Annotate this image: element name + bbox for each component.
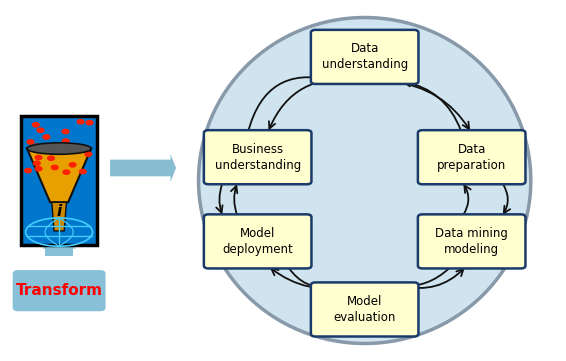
Text: Data
preparation: Data preparation [437, 143, 507, 172]
FancyBboxPatch shape [311, 30, 418, 84]
Circle shape [78, 119, 84, 124]
FancyBboxPatch shape [418, 130, 525, 184]
Circle shape [52, 165, 58, 170]
Polygon shape [42, 232, 76, 249]
Circle shape [71, 147, 78, 152]
Text: Data
understanding: Data understanding [321, 42, 408, 71]
Circle shape [33, 144, 40, 148]
Circle shape [62, 139, 69, 143]
Text: Business
understanding: Business understanding [215, 143, 301, 172]
Polygon shape [45, 245, 73, 256]
Circle shape [35, 155, 42, 160]
Circle shape [63, 170, 70, 174]
Circle shape [69, 163, 76, 167]
FancyBboxPatch shape [311, 282, 418, 336]
Circle shape [62, 129, 69, 134]
Text: Model
evaluation: Model evaluation [333, 295, 396, 324]
Ellipse shape [199, 18, 531, 343]
Circle shape [25, 168, 32, 173]
FancyBboxPatch shape [12, 270, 106, 311]
Ellipse shape [27, 143, 91, 154]
Text: Model
deployment: Model deployment [222, 227, 293, 256]
Text: Transform: Transform [16, 283, 102, 298]
Text: i: i [57, 204, 62, 219]
Polygon shape [52, 202, 66, 231]
Circle shape [43, 135, 50, 139]
FancyBboxPatch shape [204, 130, 311, 184]
Circle shape [33, 161, 40, 165]
Circle shape [79, 169, 86, 174]
Circle shape [86, 121, 93, 125]
Circle shape [57, 148, 64, 152]
Circle shape [27, 140, 34, 144]
Circle shape [37, 128, 44, 132]
Circle shape [35, 167, 42, 171]
Circle shape [48, 156, 54, 160]
Circle shape [42, 145, 49, 149]
FancyBboxPatch shape [21, 116, 97, 245]
Polygon shape [27, 148, 91, 202]
Text: Data mining
modeling: Data mining modeling [435, 227, 508, 256]
Circle shape [85, 152, 92, 156]
FancyBboxPatch shape [204, 214, 311, 269]
Circle shape [32, 123, 39, 127]
FancyBboxPatch shape [418, 214, 525, 269]
